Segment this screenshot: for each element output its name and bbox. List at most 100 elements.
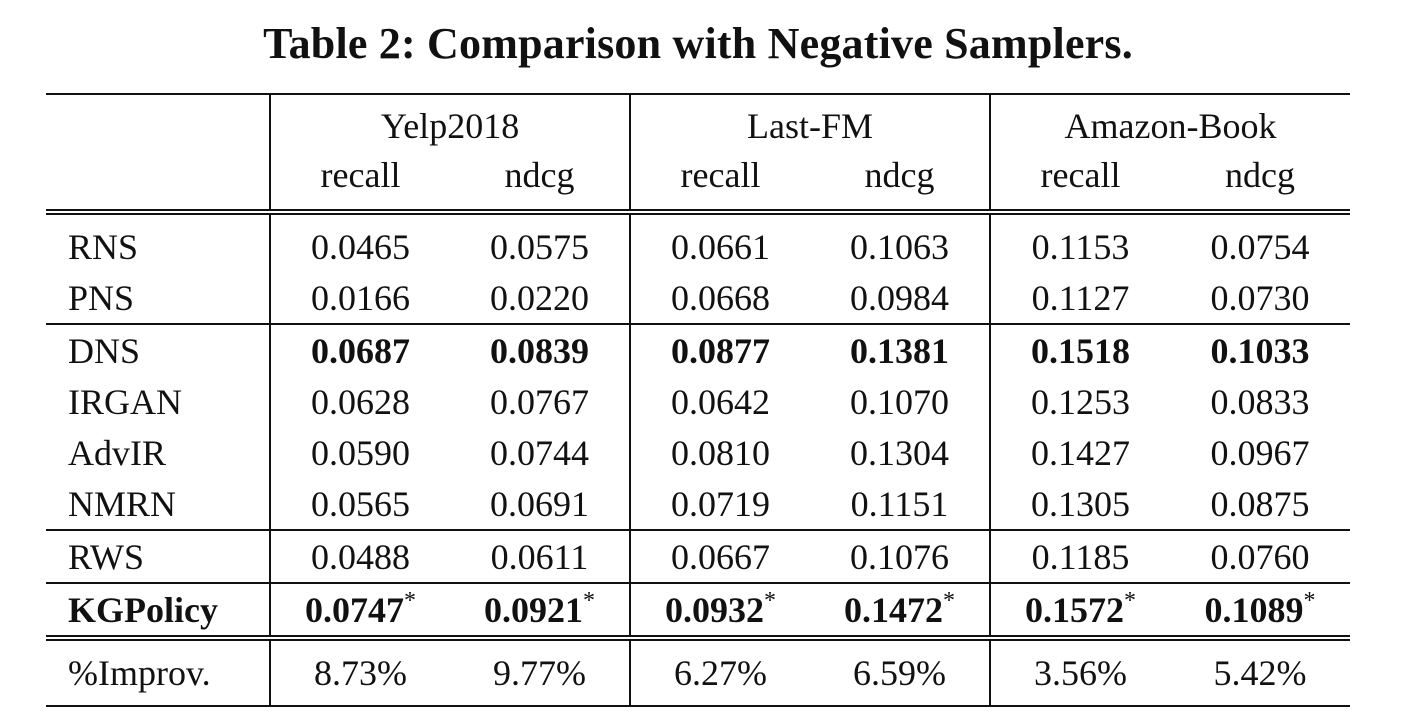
value-text: 0.0687 (311, 330, 410, 371)
improvement-row: %Improv. 8.73% 9.77% 6.27% 6.59% 3.56% 5.42% (46, 635, 1350, 707)
value-cell: 0.0984 (810, 272, 990, 324)
method-name: DNS (46, 323, 270, 376)
value-text: 0.0760 (1210, 536, 1310, 577)
value-cell: 0.0661 (629, 209, 810, 272)
improvement-value: 3.56% (989, 635, 1170, 707)
metric-header: ndcg (504, 155, 575, 195)
value-cell: 0.1033 (1170, 323, 1350, 376)
value-text: 0.0747 (305, 589, 404, 630)
value-cell: 0.0967 (1170, 427, 1350, 478)
value-text: 0.0967 (1210, 432, 1310, 473)
value-cell: 0.0667 (629, 529, 810, 583)
value-cell: 0.1381 (810, 323, 990, 376)
value-text: 0.1572 (1025, 589, 1124, 630)
value-text: 0.0833 (1210, 381, 1310, 422)
value-text: 0.1063 (850, 226, 949, 267)
value-text: 0.1381 (850, 330, 949, 371)
value-cell: 0.1304 (810, 427, 990, 478)
value-cell: 0.1253 (989, 376, 1170, 427)
significance-mark: * (1124, 587, 1136, 614)
value-text: 0.0877 (671, 330, 770, 371)
method-name: RNS (46, 209, 270, 272)
dataset-header: Amazon-Book (989, 93, 1350, 151)
value-text: 0.0984 (850, 277, 949, 318)
value-text: 0.0754 (1210, 226, 1310, 267)
method-name: NMRN (68, 483, 177, 524)
method-name: AdvIR (68, 432, 166, 473)
value-cell: 0.0921* (450, 582, 630, 638)
method-name: PNS (68, 277, 135, 318)
value-cell: 0.1063 (810, 209, 990, 272)
table-caption: Table 2: Comparison with Negative Sample… (263, 19, 1133, 68)
dataset-header: Last-FM (629, 93, 990, 151)
value-cell: 0.1070 (810, 376, 990, 427)
table-row: AdvIR 0.0590 0.0744 0.0810 0.1304 0.1427 0.096… (46, 427, 1350, 478)
value-cell: 0.0833 (1170, 376, 1350, 427)
table-row: PNS 0.0166 0.0220 0.0668 0.0984 0.1127 0.0730 (46, 272, 1350, 324)
value-cell: 0.1427 (989, 427, 1170, 478)
value-cell: 0.0744 (450, 427, 630, 478)
value-text: 0.1151 (850, 483, 949, 524)
value-cell: 0.0575 (450, 209, 630, 272)
metric-header: recall (269, 151, 450, 212)
value-text: 0.1518 (1031, 330, 1130, 371)
value-text: 0.0719 (671, 483, 770, 524)
improvement-value: 6.27% (629, 635, 810, 707)
value-cell: 0.0565 (269, 478, 450, 530)
value-cell: 0.1472* (810, 582, 990, 638)
table-body: Yelp2018 Last-FM Amazon-Book recall ndcg… (46, 93, 1350, 707)
value-text: 0.1033 (1210, 330, 1310, 371)
value-cell: 0.0642 (629, 376, 810, 427)
value-text: 0.0744 (490, 432, 589, 473)
metric-header: ndcg (1225, 155, 1295, 195)
value-cell: 0.1089* (1170, 582, 1350, 638)
value-cell: 0.0760 (1170, 529, 1350, 583)
value-cell: 0.0839 (450, 323, 630, 376)
method-name: IRGAN (68, 381, 182, 422)
value-text: 0.0642 (671, 381, 770, 422)
value-cell: 0.0668 (629, 272, 810, 324)
value-text: 0.1127 (1031, 277, 1130, 318)
value-cell: 0.0220 (450, 272, 630, 324)
value-text: 0.0875 (1210, 483, 1310, 524)
value-cell: 0.0465 (269, 209, 450, 272)
value-cell: 0.0687 (269, 323, 450, 376)
table-row: RNS 0.0465 0.0575 0.0661 0.1063 0.1153 0.0754 (46, 209, 1350, 272)
value-cell: 0.0719 (629, 478, 810, 530)
significance-mark: * (1303, 587, 1316, 614)
value-cell: 0.0754 (1170, 209, 1350, 272)
table-row: IRGAN 0.0628 0.0767 0.0642 0.1070 0.1253 0.083… (46, 376, 1350, 427)
value-text: 0.1253 (1031, 381, 1130, 422)
method-name: RWS (46, 529, 270, 583)
value-cell: 0.0611 (450, 529, 630, 583)
value-text: 0.0767 (490, 381, 589, 422)
table-row: KGPolicy 0.0747* 0.0921* 0.0932* 0.1472* 0.15… (46, 582, 1350, 638)
value-cell: 0.0767 (450, 376, 630, 427)
value-text: 0.0575 (490, 226, 589, 267)
value-cell: 0.0166 (269, 272, 450, 324)
dataset-header-row: Yelp2018 Last-FM Amazon-Book (46, 93, 1350, 151)
value-text: 0.1070 (850, 381, 949, 422)
metric-header: ndcg (864, 155, 935, 195)
value-cell: 0.0747* (269, 582, 450, 638)
corner-cell (46, 93, 270, 151)
table-row: DNS 0.0687 0.0839 0.0877 0.1381 0.1518 0.1033 (46, 323, 1350, 376)
value-text: 0.0932 (665, 589, 764, 630)
value-text: 0.0730 (1210, 277, 1310, 318)
improvement-value: 9.77% (450, 635, 630, 707)
value-text: 0.1305 (1031, 483, 1130, 524)
improvement-value: 8.73% (269, 635, 450, 707)
improvement-value: 6.59% (810, 635, 990, 707)
value-text: 0.0465 (311, 226, 410, 267)
value-text: 0.0667 (671, 536, 770, 577)
method-name: KGPolicy (46, 582, 270, 638)
significance-mark: * (764, 587, 776, 614)
value-text: 0.1472 (844, 589, 943, 630)
table-row: RWS 0.0488 0.0611 0.0667 0.1076 0.1185 0.0760 (46, 529, 1350, 583)
value-cell: 0.0810 (629, 427, 810, 478)
value-text: 0.1153 (1031, 226, 1130, 267)
metric-header: recall (989, 151, 1170, 212)
value-text: 0.0691 (490, 483, 589, 524)
value-cell: 0.1518 (989, 323, 1170, 376)
value-cell: 0.0590 (269, 427, 450, 478)
